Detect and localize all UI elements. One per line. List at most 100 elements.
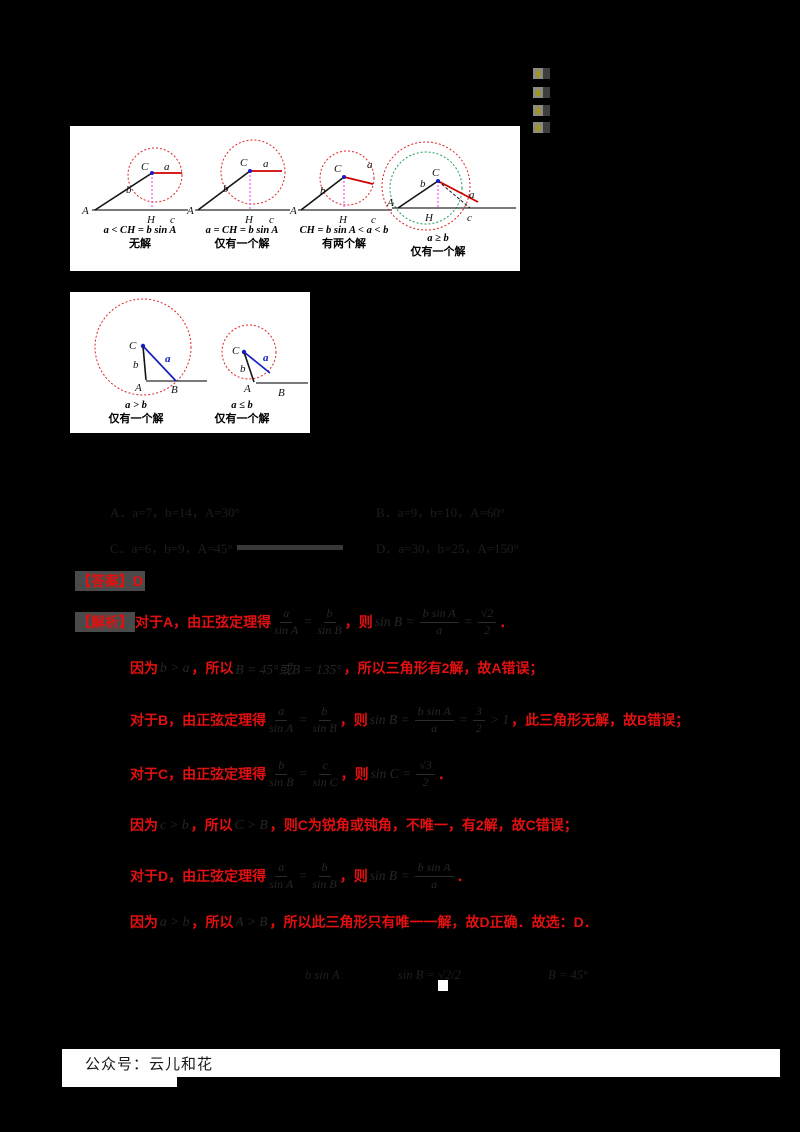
denominator: sin A [269,720,294,735]
conclusion-line-d: 因为 a > b ，所以 A > B ，所以此三角形只有唯一一解，故D正确．故选… [130,912,598,932]
fraction: c sin C [313,758,338,790]
locus-circle [220,139,286,205]
red-text: 对于D，由正弦定理得 [130,868,267,884]
numerator: √3 [416,758,435,775]
label-b: b [320,185,326,197]
red-text: 对于A，由正弦定理得 [135,614,272,630]
numerator: b [318,860,331,877]
denominator: a [436,622,443,637]
answer-blank-bar [237,545,343,550]
side-b [397,180,439,209]
numerator: b sin A [414,704,454,721]
label-A: A [289,205,297,217]
math-text: = [298,766,308,781]
answer-line: 【答案】D [75,571,146,591]
math-text: = [298,712,308,727]
chip-dot-icon [536,107,540,114]
label-B: B [171,384,178,396]
red-text: ，此三角形无解，故B错误； [511,712,690,728]
red-text: ，则C为锐角或钝角，不唯一，有2解，故C错误； [269,817,578,833]
numerator: b [275,758,288,775]
label-B: B [278,387,285,399]
fraction: b sin B [269,758,294,790]
fraction: b sin B [312,704,336,736]
label-A: A [243,383,251,395]
faint-formula: sin B = √2/2 [398,968,461,982]
locus-circle [221,324,277,380]
label-b: b [126,184,132,196]
red-text: ，所以三角形有2解，故A错误； [343,660,544,676]
denominator: 2 [475,720,482,735]
denominator: sin A [274,622,299,637]
side-b [94,172,153,211]
chip-left [533,122,543,133]
label-A: A [186,205,194,217]
fraction: √2 2 [477,606,497,638]
red-text: 因为 [130,914,158,930]
denominator: sin B [269,774,294,789]
label-C: C [432,167,440,179]
diagram-one-solution-tangent: C a b A H c a = CH = b sin A 仅有一个解 [186,139,290,250]
footer-text: 公众号：云儿和花 [85,1055,214,1073]
fraction: b sin B [317,606,341,638]
side-b [142,345,147,381]
side-a [243,351,271,374]
label-A: A [134,382,142,394]
case-formula: a > b [125,400,147,411]
numerator: a [275,860,288,877]
fraction: b sin B [312,860,336,892]
label-H: H [146,214,156,226]
label-b: b [240,363,246,375]
side-b [243,351,255,383]
vertex-C-dot [342,175,346,179]
faint-formula: b sin A [305,968,340,982]
numerator: b sin A [414,860,454,877]
side-a [343,176,374,185]
label-C: C [232,345,240,357]
locus-circle [94,298,192,396]
analysis-line-a: 【解析】 对于A，由正弦定理得 a sin A = b sin B ，则 sin B… [75,596,513,648]
chip-right [543,122,550,133]
label-C: C [129,340,137,352]
case-conclusion: 有两个解 [322,236,366,250]
side-a [142,345,177,382]
bullet-chip-icon [533,87,550,98]
diagram-no-solution: C a b A H c a < CH = b sin A 无解 [81,147,188,250]
label-b: b [420,178,426,190]
label-H: H [338,214,348,226]
numerator: a [280,606,293,623]
label-c: c [170,214,175,226]
denominator: 2 [484,622,491,637]
side-b [300,176,345,211]
side-a-dashed [437,180,471,209]
label-A: A [81,205,89,217]
vertex-C-dot [150,171,154,175]
chip-left [533,105,543,116]
label-a: a [367,159,373,171]
triangle-cases-panel-2: C b a A B a > b 仅有一个解 C b a A B a ≤ b [70,292,310,433]
numerator: √2 [477,606,497,623]
numerator: c [319,758,331,775]
diagram-a-gt-b: C b a A B a > b 仅有一个解 [94,298,207,425]
denominator: sin A [269,876,294,891]
bullet-chip-icon [533,122,550,133]
math-text: C > B [234,817,268,832]
bullet-chip-icon [533,68,550,79]
numerator: 3 [472,704,485,721]
case-conclusion: 无解 [128,236,151,250]
numerator: b [318,704,331,721]
label-a: a [263,158,269,170]
red-text: ，所以 [191,914,234,930]
label-b: b [223,183,229,195]
locus-circle [127,147,183,203]
red-text: ． [437,766,452,782]
label-A: A [386,197,394,209]
red-text: 因为 [130,660,158,676]
side-a [437,180,479,203]
red-text: 对于C，由正弦定理得 [130,766,267,782]
case-formula: a ≤ b [231,400,253,411]
analysis-line-b: 对于B，由正弦定理得 a sin A = b sin B ，则 sin B = b … [130,694,689,746]
case-conclusion: 仅有一个解 [410,244,466,258]
